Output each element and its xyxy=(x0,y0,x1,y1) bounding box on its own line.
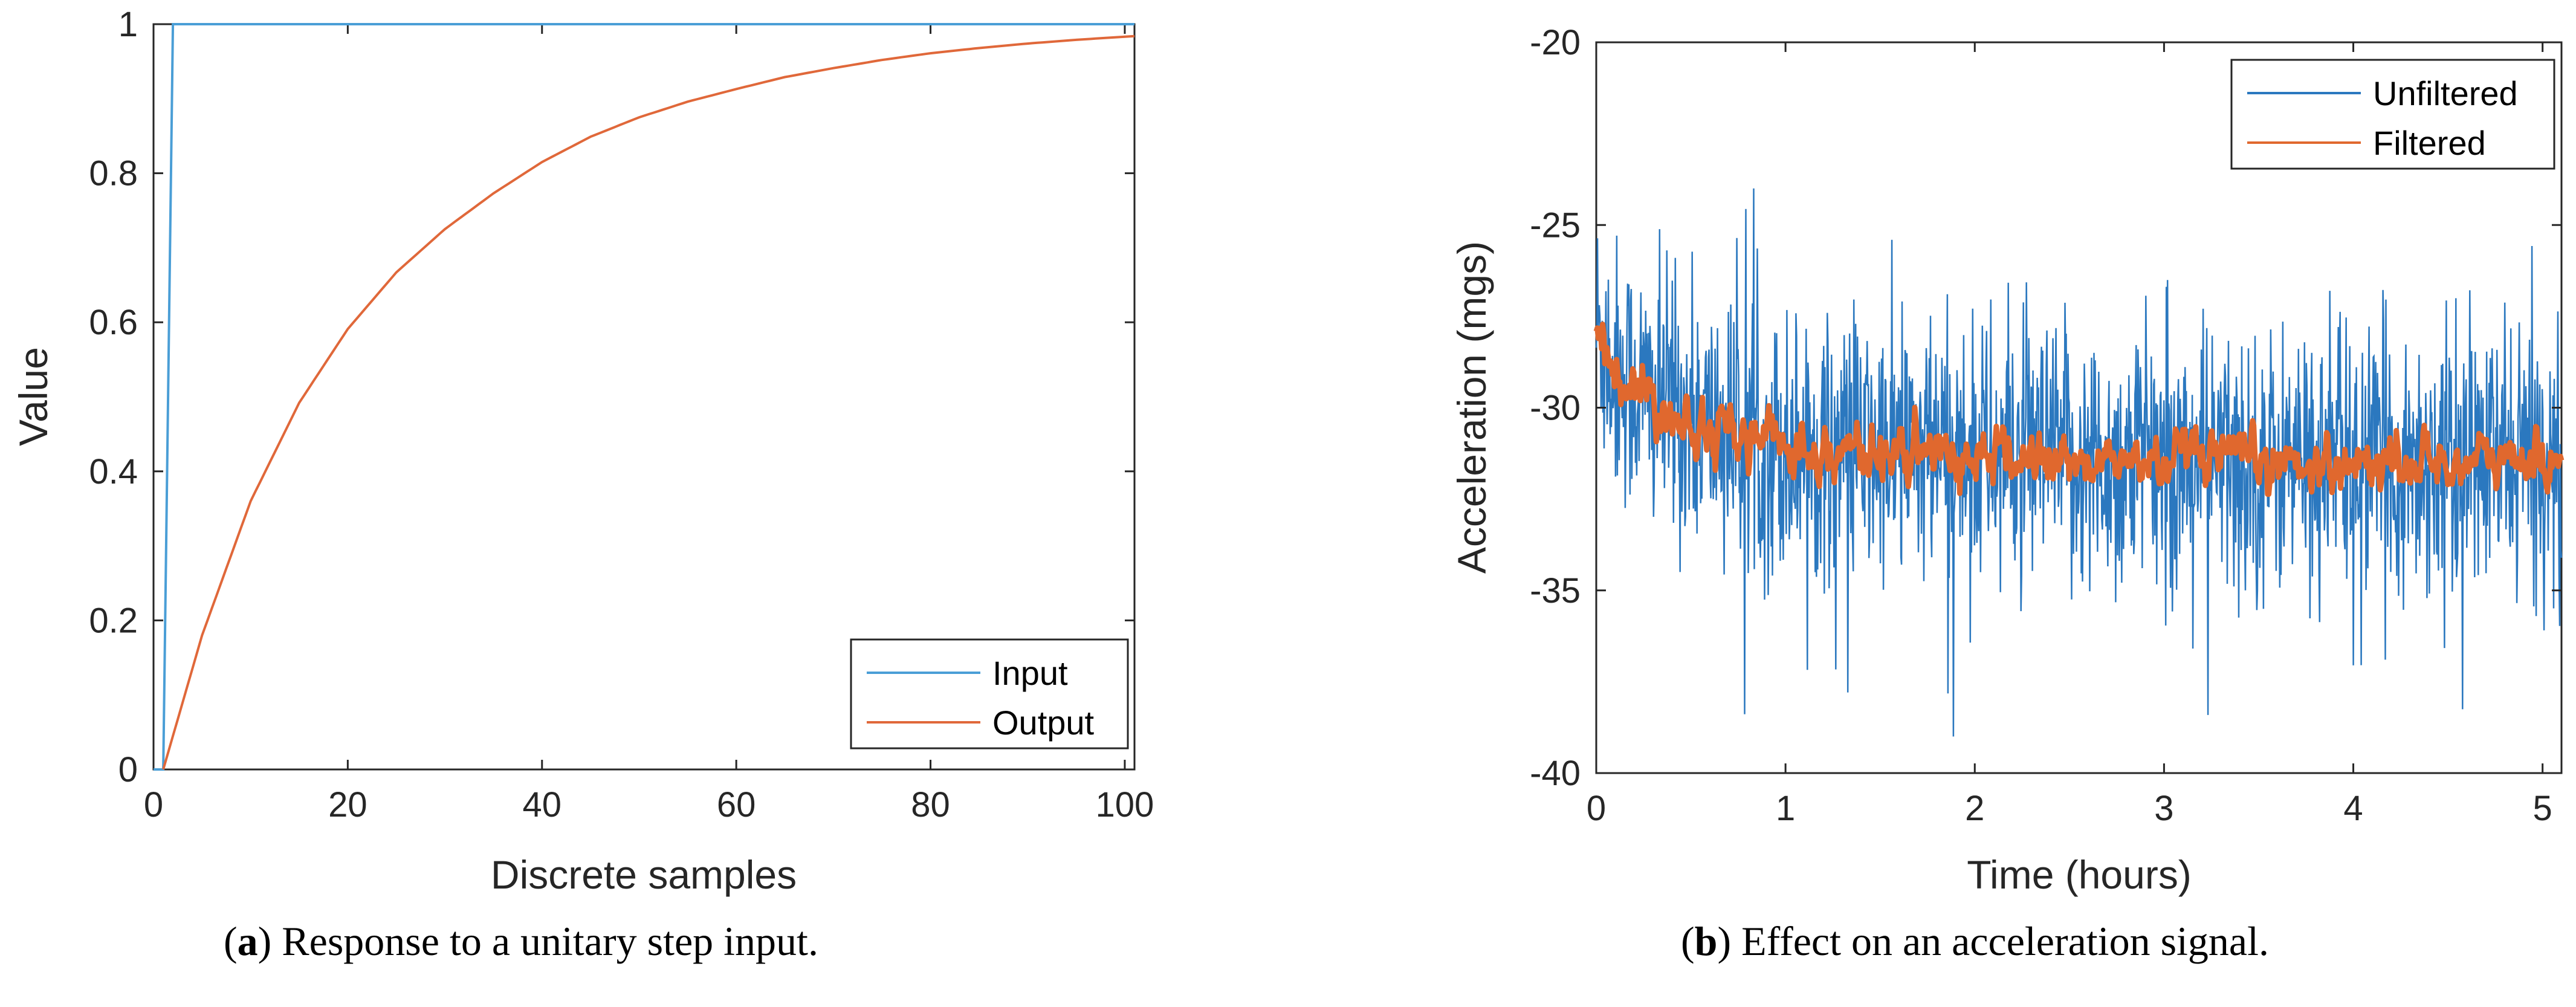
y-tick-label: -20 xyxy=(1530,23,1581,62)
y-tick-label: -30 xyxy=(1530,389,1581,428)
series-line-input xyxy=(154,23,1134,771)
panel-a-caption-label: a xyxy=(237,918,258,964)
y-tick-label: 0.6 xyxy=(89,303,138,342)
panel-a-caption-text: ) Response to a unitary step input. xyxy=(257,918,818,964)
x-tick-label: 40 xyxy=(523,785,562,824)
x-tick-label: 5 xyxy=(2533,789,2552,828)
y-tick-label: 0 xyxy=(118,750,138,789)
y-tick-label: 0.2 xyxy=(89,601,138,640)
legend-label-filtered: Filtered xyxy=(2373,124,2486,162)
x-tick-label: 100 xyxy=(1096,785,1154,824)
y-tick-label: -40 xyxy=(1530,754,1581,793)
panel-a-caption: (a) Response to a unitary step input. xyxy=(224,918,818,964)
x-tick-label: 1 xyxy=(1776,789,1795,828)
panel-a-y-axis-label: Value xyxy=(11,347,56,446)
panel-a-x-axis-label: Discrete samples xyxy=(491,852,797,897)
panel-b-caption-text: ) Effect on an acceleration signal. xyxy=(1717,918,2270,964)
x-tick-label: 0 xyxy=(144,785,163,824)
x-tick-label: 2 xyxy=(1965,789,1984,828)
x-tick-label: 3 xyxy=(2154,789,2173,828)
x-tick-label: 20 xyxy=(328,785,367,824)
series-line-output xyxy=(162,34,1135,770)
panel-b-acceleration-signal: 0 1 2 3 4 5 -40 -35 -30 -25 -20 Unfiltered Filtered… xyxy=(1449,23,2565,897)
series-line-filtered xyxy=(1593,322,2565,497)
y-tick-label: 0.8 xyxy=(89,154,138,193)
y-tick-label: 1 xyxy=(118,5,138,44)
legend-label-unfiltered: Unfiltered xyxy=(2373,74,2518,112)
panel-a-step-response: 0 20 40 60 80 100 0 0.2 0.4 0.6 0.8 1 Input Output D… xyxy=(11,5,1154,897)
legend-box xyxy=(850,638,1129,750)
x-tick-label: 4 xyxy=(2343,789,2363,828)
panel-b-legend: Unfiltered Filtered xyxy=(2230,59,2555,170)
panel-b-y-axis-label: Acceleration (mgs) xyxy=(1449,241,1494,574)
legend-label-input: Input xyxy=(992,654,1068,692)
y-tick-label: -25 xyxy=(1530,206,1581,245)
panel-b-caption: (b) Effect on an acceleration signal. xyxy=(1681,918,2270,964)
x-tick-label: 80 xyxy=(911,785,950,824)
panel-b-x-axis-label: Time (hours) xyxy=(1967,852,2192,897)
x-tick-label: 60 xyxy=(717,785,756,824)
legend-label-output: Output xyxy=(992,704,1095,742)
panel-b-caption-label: b xyxy=(1694,918,1718,964)
legend-box xyxy=(2230,59,2555,170)
panel-a-legend: Input Output xyxy=(850,638,1129,750)
y-tick-label: -35 xyxy=(1530,571,1581,610)
x-tick-label: 0 xyxy=(1587,789,1606,828)
y-tick-label: 0.4 xyxy=(89,452,138,491)
